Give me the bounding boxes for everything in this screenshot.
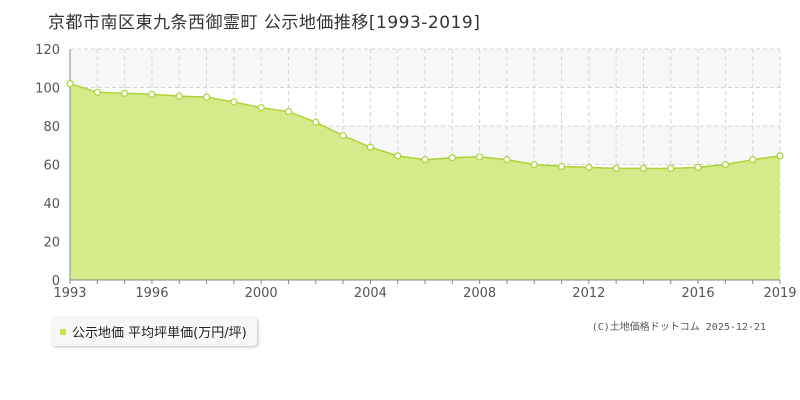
- data-point: [394, 152, 402, 160]
- data-point: [230, 98, 238, 106]
- series-area: [70, 83, 780, 281]
- data-point: [503, 156, 511, 164]
- data-point: [530, 160, 538, 169]
- data-point: [121, 89, 129, 97]
- data-point: [612, 164, 620, 172]
- data-point: [694, 163, 702, 171]
- chart-title: 京都市南区東九条西御霊町 公示地価推移[1993-2019]: [48, 13, 481, 33]
- legend: 公示地価 平均坪単価(万円/坪): [52, 318, 257, 346]
- data-point: [339, 132, 347, 140]
- legend-swatch-icon: [60, 328, 66, 335]
- data-point: [639, 164, 648, 172]
- data-point: [448, 154, 456, 162]
- x-tick-label: 2019: [763, 286, 796, 301]
- data-point: [257, 104, 265, 112]
- grid-band: [70, 49, 780, 88]
- y-tick-label: 80: [43, 120, 60, 135]
- data-point: [476, 153, 484, 161]
- x-tick-label: 2016: [682, 286, 715, 301]
- data-point: [557, 162, 566, 171]
- y-tick-label: 120: [35, 43, 60, 58]
- data-point: [175, 92, 183, 100]
- legend-label: 公示地価 平均坪単価(万円/坪): [72, 326, 247, 341]
- y-tick-label: 20: [43, 236, 60, 251]
- x-tick-label: 2000: [245, 286, 278, 301]
- y-tick-label: 0: [52, 274, 60, 289]
- data-point: [421, 156, 429, 164]
- data-point: [202, 93, 211, 101]
- credit-text: (C)土地価格ドットコム 2025-12-21: [591, 322, 766, 333]
- x-tick-label: 2008: [463, 286, 496, 301]
- data-point: [312, 118, 320, 126]
- x-tick-label: 2004: [354, 286, 387, 301]
- y-tick-label: 100: [35, 82, 60, 97]
- y-tick-label: 40: [43, 197, 60, 212]
- data-point: [93, 88, 101, 96]
- data-point: [585, 163, 593, 171]
- data-point: [366, 143, 374, 151]
- x-tick-label: 1993: [53, 286, 86, 301]
- data-point: [776, 152, 784, 160]
- x-tick-label: 1996: [135, 286, 168, 301]
- data-point: [284, 107, 293, 116]
- data-point: [66, 80, 74, 88]
- y-tick-label: 60: [43, 159, 60, 174]
- data-point: [667, 164, 675, 172]
- data-point: [721, 160, 729, 169]
- data-point: [749, 156, 757, 164]
- x-tick-label: 2012: [572, 286, 605, 301]
- data-point: [148, 90, 156, 98]
